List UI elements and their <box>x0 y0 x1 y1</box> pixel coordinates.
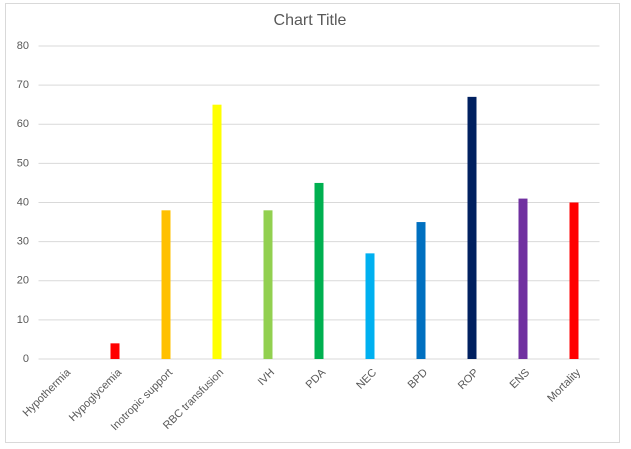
y-tick-label: 10 <box>17 314 29 326</box>
y-tick-label: 80 <box>17 40 29 52</box>
bar <box>518 198 528 359</box>
bar <box>416 222 426 359</box>
y-tick-label: 40 <box>17 196 29 208</box>
y-tick-label: 70 <box>17 79 29 91</box>
chart-title: Chart Title <box>274 12 347 29</box>
bar <box>467 96 477 360</box>
bar <box>263 210 273 359</box>
bar <box>161 210 171 359</box>
y-tick-label: 20 <box>17 275 29 287</box>
bar <box>569 202 579 359</box>
y-tick-label: 0 <box>23 353 29 365</box>
y-tick-label: 30 <box>17 236 29 248</box>
bar <box>314 182 324 359</box>
chart-border <box>5 3 620 443</box>
y-tick-label: 60 <box>17 118 29 130</box>
y-tick-label: 50 <box>17 157 29 169</box>
bar <box>365 253 375 359</box>
bar <box>212 104 222 359</box>
bar <box>110 343 120 359</box>
